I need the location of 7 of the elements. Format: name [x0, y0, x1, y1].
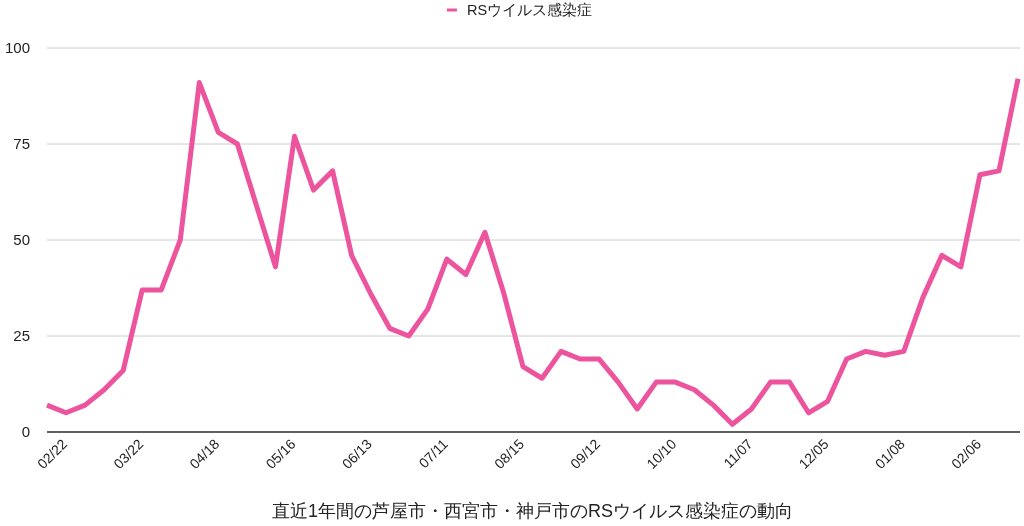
y-tick-label: 50 [13, 231, 30, 248]
y-tick-label: 100 [4, 39, 30, 56]
legend-label: RSウイルス感染症 [466, 2, 593, 18]
y-tick-label: 25 [13, 327, 30, 344]
x-axis-title: 直近1年間の芦屋市・西宮市・神戸市のRSウイルス感染症の動向 [271, 501, 794, 521]
y-tick-label: 0 [21, 423, 30, 440]
y-tick-label: 75 [13, 135, 30, 152]
